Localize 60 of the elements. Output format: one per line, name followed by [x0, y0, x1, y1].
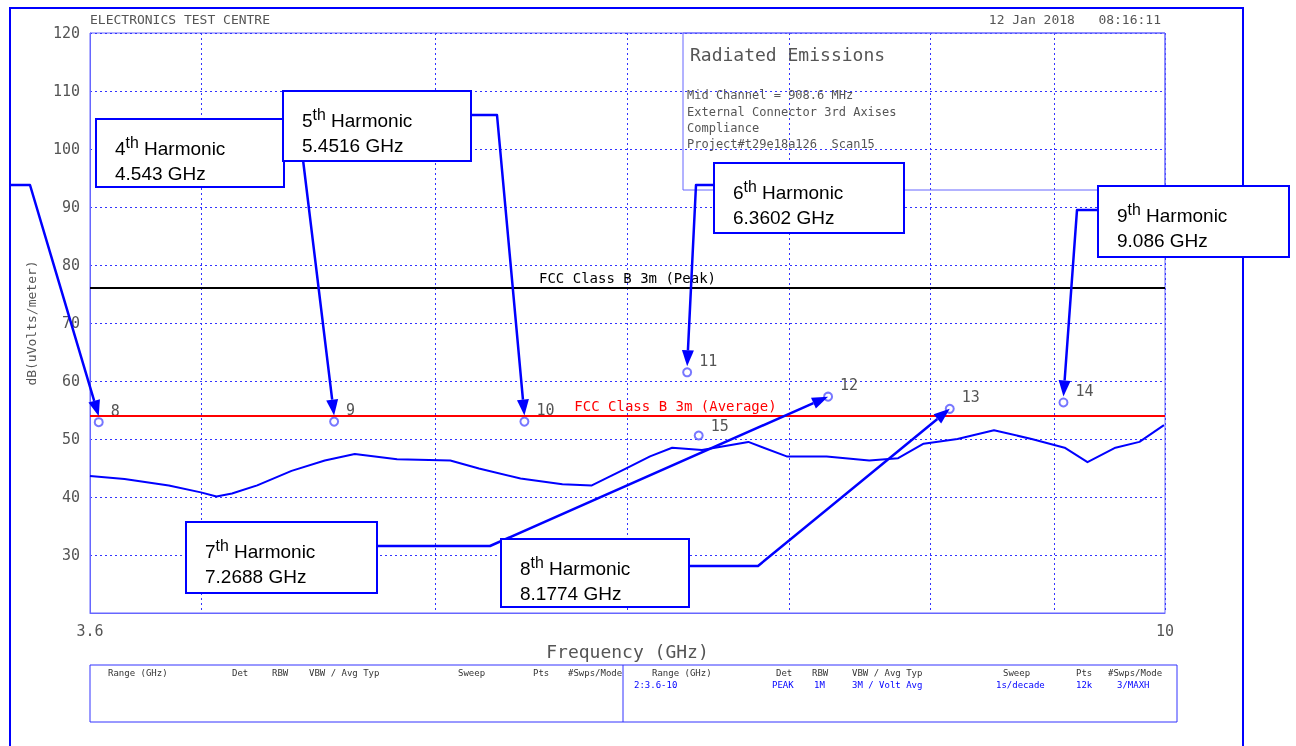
- text: Sweep: [458, 667, 486, 678]
- callout-box: 5$^{th}$ Harmonic 5.4516 GHz: [282, 90, 472, 162]
- callout-box: 6$^{th}$ Harmonic 6.3602 GHz: [713, 162, 905, 234]
- y-tick-label: 120: [52, 24, 80, 42]
- text: 2:3.6-10: [634, 679, 678, 690]
- annotation: 6$^{th}$ Harmonic 6.3602 GHz: [733, 177, 845, 231]
- text: #Swps/Mode: [568, 667, 623, 678]
- text: Range (GHz): [652, 667, 712, 678]
- y-tick-label: 80: [61, 256, 80, 274]
- text: Pts: [1076, 667, 1093, 678]
- y-tick-label: 30: [61, 546, 80, 564]
- y-tick-label: 100: [52, 140, 80, 158]
- text: 1M: [814, 679, 826, 690]
- annotation: Compliance: [687, 121, 760, 135]
- text: VBW / Avg Typ: [852, 667, 923, 678]
- text: RBW: [272, 667, 289, 678]
- text: #Swps/Mode: [1108, 667, 1163, 678]
- annotation: External Connector 3rd Axises: [687, 105, 897, 119]
- callout-box: 9$^{th}$ Harmonic 9.086 GHz: [1097, 185, 1290, 258]
- x-tick-label: 3.6: [76, 621, 104, 640]
- y-axis-title: dB(uVolts/meter): [24, 260, 39, 386]
- callout-box: 4$^{th}$ Harmonic 4.543 GHz: [95, 118, 285, 188]
- text: ELECTRONICS TEST CENTRE: [90, 12, 271, 27]
- text: Det: [232, 667, 249, 678]
- text: 1s/decade: [996, 679, 1045, 690]
- text: Sweep: [1003, 667, 1031, 678]
- text: Range (GHz): [108, 667, 168, 678]
- annotation: Mid Channel = 908.6 MHz: [687, 88, 854, 102]
- text: PEAK: [772, 679, 795, 690]
- callout-box: 7$^{th}$ Harmonic 7.2688 GHz: [185, 521, 378, 594]
- y-tick-label: 90: [61, 198, 80, 216]
- y-tick-label: 50: [61, 430, 80, 448]
- annotation: 15: [710, 417, 729, 436]
- annotation: 10: [536, 401, 555, 420]
- annotation: 5$^{th}$ Harmonic 5.4516 GHz: [302, 105, 414, 159]
- text: 3M / Volt Avg: [852, 679, 923, 690]
- text: 12k: [1076, 679, 1093, 690]
- annotation: 9$^{th}$ Harmonic 9.086 GHz: [1117, 200, 1229, 254]
- text: 12 Jan 2018 08:16:11: [988, 12, 1161, 27]
- annotation: 4$^{th}$ Harmonic 4.543 GHz: [115, 133, 227, 187]
- annotation: 13: [961, 388, 980, 407]
- text: VBW / Avg Typ: [309, 667, 380, 678]
- annotation: 8$^{th}$ Harmonic 8.1774 GHz: [520, 553, 632, 607]
- x-axis-title: Frequency (GHz): [546, 641, 709, 663]
- text: RBW: [812, 667, 829, 678]
- annotation: 7$^{th}$ Harmonic 7.2688 GHz: [205, 536, 317, 590]
- annotation: 12: [840, 376, 859, 395]
- annotation: 9: [346, 401, 356, 420]
- y-tick-label: 110: [52, 82, 80, 100]
- annotation: Project#t29e18a126 Scan15: [687, 137, 875, 151]
- text: Radiated Emissions: [690, 43, 886, 65]
- text: Det: [776, 667, 793, 678]
- ref-line-label: FCC Class B 3m (Average): [574, 397, 777, 414]
- y-tick-label: 40: [61, 488, 80, 506]
- text: 3/MAXH: [1117, 679, 1150, 690]
- callout-box: 8$^{th}$ Harmonic 8.1774 GHz: [500, 538, 690, 608]
- annotation: 14: [1075, 381, 1094, 400]
- text: Pts: [533, 667, 550, 678]
- annotation: 11: [699, 351, 718, 370]
- y-tick-label: 60: [61, 372, 80, 390]
